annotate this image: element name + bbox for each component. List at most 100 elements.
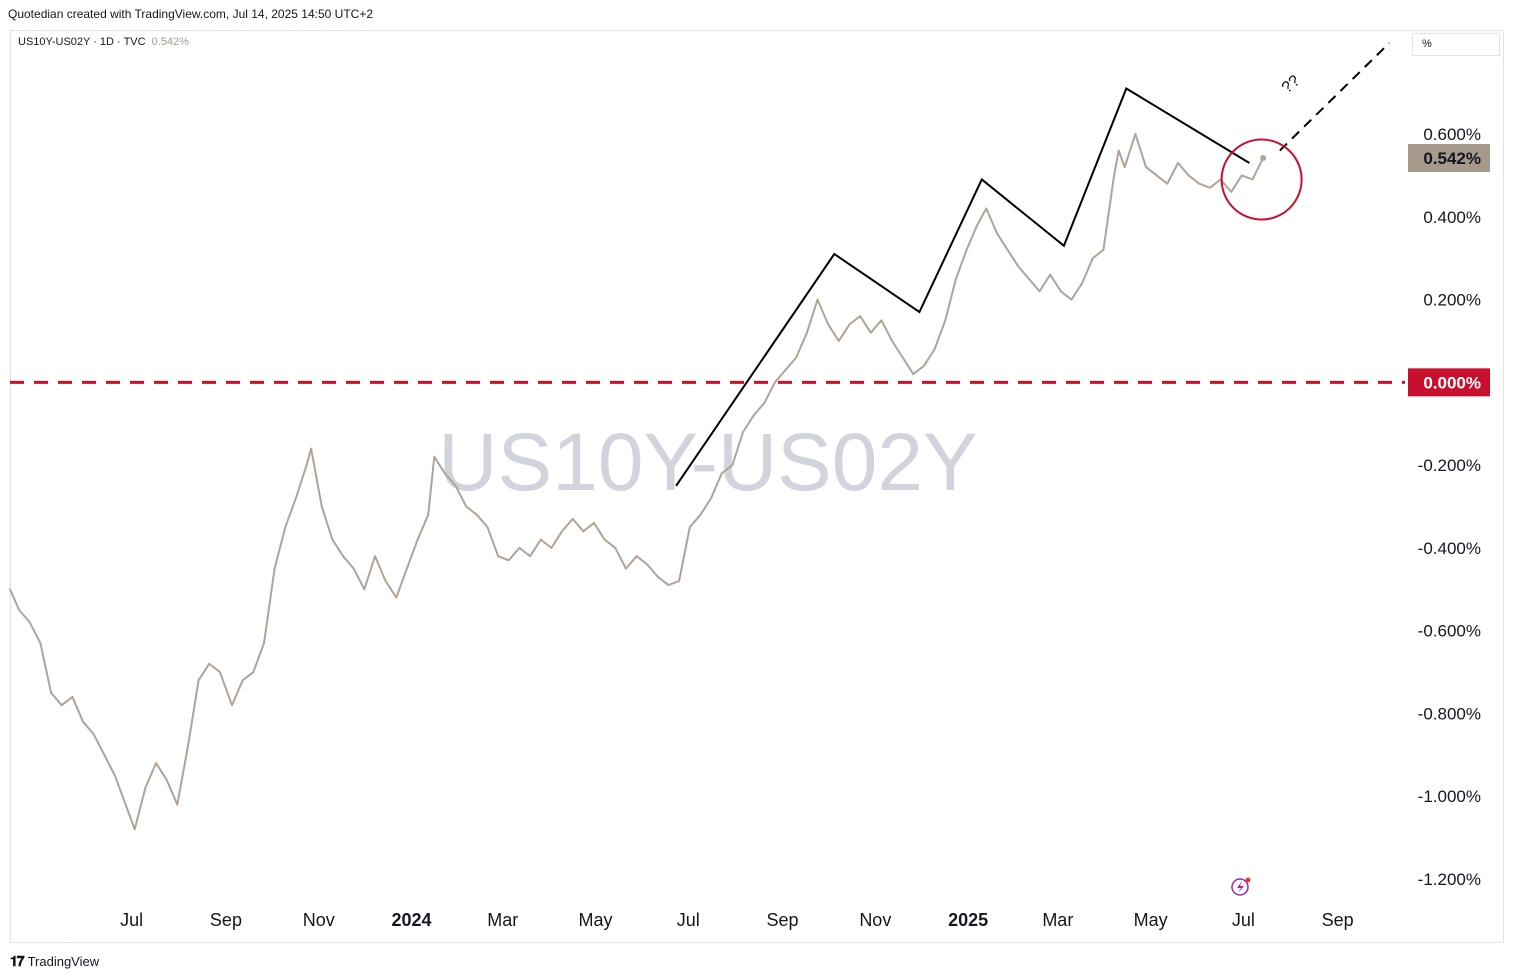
x-tick-label: May xyxy=(578,910,612,930)
y-tick-label: -0.600% xyxy=(1418,622,1481,641)
projection-line xyxy=(1279,42,1391,152)
footer-brand-label: TradingView xyxy=(27,954,100,969)
data-point xyxy=(646,563,649,566)
data-point xyxy=(1177,162,1179,164)
data-point xyxy=(103,753,106,756)
data-point xyxy=(427,513,430,516)
x-axis[interactable]: Jul Sep Nov 2024 Mar May Jul Sep Nov 2025 Mar May Ju… xyxy=(120,910,1354,930)
x-tick-label: Sep xyxy=(210,910,242,930)
data-point xyxy=(476,513,478,516)
price-scale-unit[interactable]: % xyxy=(1412,33,1500,56)
data-point xyxy=(688,526,691,529)
data-point xyxy=(92,733,95,735)
data-point xyxy=(1155,174,1158,177)
last-value-badge xyxy=(1408,144,1490,173)
y-tick-label: -1.000% xyxy=(1418,787,1481,806)
data-point xyxy=(1049,273,1052,276)
data-point xyxy=(1113,174,1115,177)
data-point xyxy=(82,720,84,723)
x-tick-label: Nov xyxy=(303,910,335,930)
data-point xyxy=(880,319,883,322)
lightning-icon[interactable] xyxy=(1231,877,1251,896)
chart-frame xyxy=(10,30,1504,943)
data-point xyxy=(763,402,766,404)
data-point xyxy=(114,774,116,777)
data-point xyxy=(1251,178,1254,181)
data-point xyxy=(933,348,936,351)
data-point xyxy=(529,555,531,558)
data-point xyxy=(284,526,287,529)
x-tick-label: Sep xyxy=(767,910,799,930)
data-point xyxy=(395,596,398,599)
y-tick-label: 0.400% xyxy=(1423,208,1481,227)
data-point xyxy=(720,472,723,475)
data-point xyxy=(614,547,617,549)
data-point xyxy=(848,323,851,326)
data-point xyxy=(944,319,947,322)
data-point xyxy=(363,588,366,591)
data-point xyxy=(384,580,387,582)
data-point xyxy=(1070,298,1073,301)
data-point xyxy=(539,538,542,541)
data-point xyxy=(710,497,712,500)
data-point xyxy=(305,464,308,466)
data-point xyxy=(1091,257,1094,260)
data-point xyxy=(263,642,265,644)
data-point xyxy=(582,530,585,533)
data-point xyxy=(1240,174,1243,177)
data-point xyxy=(1145,166,1147,169)
data-point xyxy=(859,315,861,317)
data-point xyxy=(133,828,136,831)
data-point xyxy=(406,567,408,570)
symbol-legend[interactable]: US10Y-US02Y · 1D · TVC 0.542% xyxy=(18,36,189,48)
data-point xyxy=(295,497,297,500)
data-point xyxy=(1006,249,1009,251)
symbol-name[interactable]: US10Y-US02Y · 1D · TVC xyxy=(18,36,146,48)
data-point xyxy=(561,530,563,533)
data-point xyxy=(965,249,968,251)
data-point xyxy=(1166,182,1169,185)
y-tick-label: -0.200% xyxy=(1418,456,1481,475)
x-tick-label: Jul xyxy=(1232,910,1255,930)
x-tick-label: 2024 xyxy=(391,910,431,930)
zero-value-label: 0.000% xyxy=(1423,373,1481,392)
x-tick-label: Jul xyxy=(120,910,143,930)
data-point xyxy=(444,472,446,475)
data-point xyxy=(1260,155,1267,161)
data-point xyxy=(241,679,244,682)
data-point xyxy=(923,364,925,367)
data-point xyxy=(985,207,988,210)
data-point xyxy=(374,555,376,558)
x-tick-label: Sep xyxy=(1322,910,1354,930)
data-point xyxy=(1102,249,1105,251)
data-point xyxy=(827,323,830,326)
symbol-watermark: US10Y-US02Y xyxy=(438,417,977,508)
zero-value-badge xyxy=(1408,368,1490,397)
data-point xyxy=(50,691,52,694)
data-point xyxy=(1198,182,1201,185)
data-point xyxy=(731,464,734,466)
data-point xyxy=(837,340,840,342)
data-point xyxy=(352,567,355,570)
data-point xyxy=(28,621,31,624)
data-point xyxy=(657,576,659,578)
data-point xyxy=(320,505,323,508)
data-point xyxy=(497,555,500,558)
data-point xyxy=(1187,174,1190,177)
data-point xyxy=(176,803,179,806)
data-point xyxy=(891,340,893,342)
y-tick-label: -0.800% xyxy=(1418,704,1481,723)
tradingview-logo-icon: 𝟏𝟕 xyxy=(10,953,25,969)
y-tick-label: 0.600% xyxy=(1423,125,1481,144)
data-point xyxy=(454,484,457,487)
data-point xyxy=(593,522,595,524)
data-point xyxy=(996,232,998,235)
data-point xyxy=(197,679,200,682)
x-tick-label: Nov xyxy=(859,910,891,930)
y-axis[interactable]: 0.600% 0.400% 0.200% -0.200% -0.400% -0.600% -… xyxy=(1408,125,1490,889)
data-point xyxy=(806,331,808,334)
footer-brand[interactable]: 𝟏𝟕 TradingView xyxy=(10,953,99,970)
data-point xyxy=(625,567,627,570)
data-point xyxy=(784,369,787,371)
